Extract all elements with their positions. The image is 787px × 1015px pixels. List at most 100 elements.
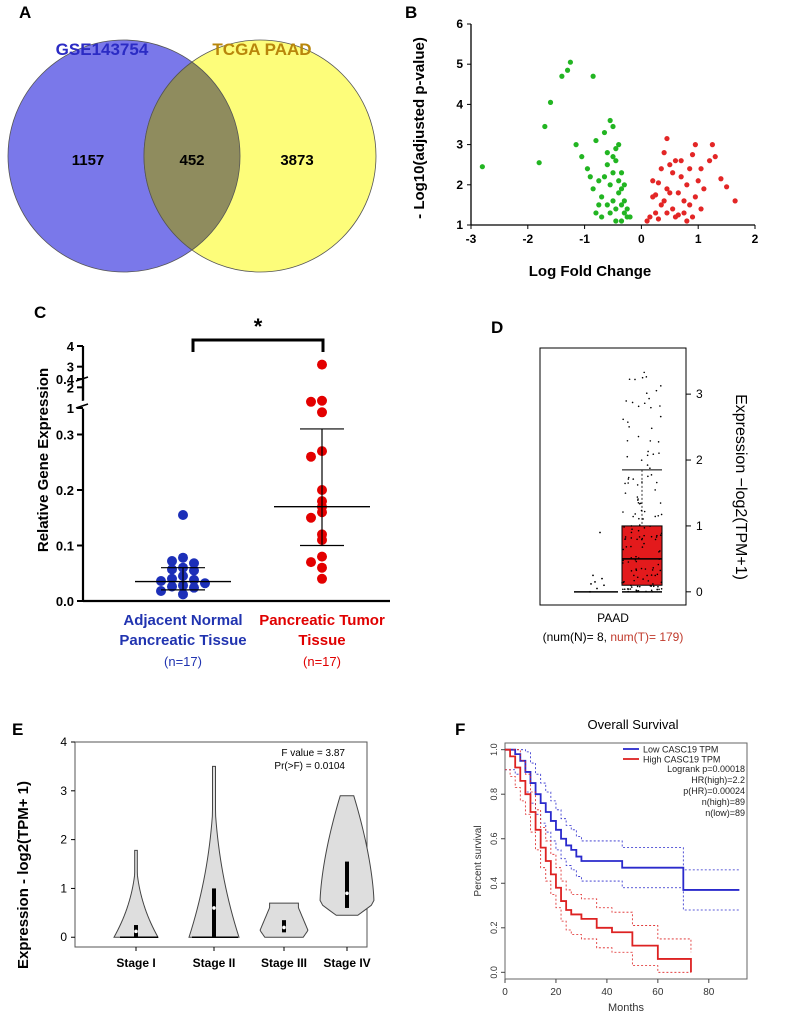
boxplot-tumor-point — [633, 574, 635, 577]
volcano-point-down — [613, 218, 619, 224]
boxplot-tumor-point — [626, 439, 629, 442]
dotplot-point — [306, 557, 316, 568]
volcano-point-up — [664, 186, 670, 192]
boxplot-tumor-point — [650, 535, 653, 538]
boxplot-tumor-point — [636, 538, 638, 541]
volcano-point-down — [616, 178, 622, 184]
volcano-point-up — [709, 142, 715, 148]
volcano-point-down — [601, 129, 608, 136]
survival-y-tick-label: 0.6 — [489, 832, 499, 845]
panel-letter-d: D — [491, 318, 503, 337]
volcano-panel: B -3 -2 -1 0 1 2 1 2 3 4 5 6 Log Fold Change - Log1… — [405, 3, 759, 280]
volcano-point-down — [616, 190, 622, 196]
dotplot-point — [167, 564, 177, 575]
boxplot-tumor-point — [635, 555, 637, 558]
boxplot-tumor-point — [626, 588, 629, 590]
volcano-point-up — [687, 166, 693, 172]
dotplot-category-label: Adjacent Normal — [123, 612, 242, 629]
volcano-point-down — [593, 210, 599, 216]
volcano-point-down — [604, 162, 610, 168]
boxplot-tumor-point — [641, 481, 643, 483]
boxplot-tumor-point — [636, 576, 639, 579]
dotplot-axes: 0.0 0.1 0.2 0.3 0.4 1 2 3 4 — [56, 339, 390, 609]
boxplot-tumor-point — [638, 585, 641, 588]
volcano-point-down — [621, 198, 627, 204]
boxplot-tumor-point — [654, 515, 657, 518]
violin-shape — [113, 849, 159, 938]
survival-y-label: Percent survival — [473, 825, 484, 896]
boxplot-tumor-point — [659, 385, 662, 387]
volcano-point-down — [559, 73, 565, 79]
violin-y-tick-label: 3 — [60, 784, 67, 798]
volcano-point-up — [681, 210, 687, 216]
survival-x-tick-label: 0 — [502, 987, 508, 998]
boxplot-tumor-point — [647, 450, 649, 453]
volcano-y-tick-label: 5 — [456, 57, 463, 71]
boxplot-tumor-point — [630, 525, 633, 527]
volcano-point-down — [547, 99, 554, 105]
dotplot-point — [167, 556, 177, 567]
boxplot-tumor-point — [646, 454, 649, 457]
boxplot-tumor-point — [650, 427, 653, 430]
dotplot-y-tick-label: 0.4 — [56, 372, 75, 387]
survival-ci-lower — [505, 769, 691, 973]
dotplot-y-tick-label: 0.3 — [56, 428, 74, 443]
boxplot-tumor-point — [625, 400, 627, 402]
volcano-point-down — [613, 146, 619, 152]
boxplot-tumor-point — [634, 559, 637, 561]
panel-letter-c: C — [34, 303, 46, 322]
dotplot-point — [317, 551, 327, 562]
boxplot-tumor-point — [639, 502, 642, 505]
dotplot-point — [178, 589, 188, 600]
volcano-x-tick-label: -1 — [579, 232, 590, 246]
boxplot-tumor-point — [630, 531, 633, 534]
boxplot-tumor-point — [641, 376, 644, 379]
volcano-point-down — [613, 158, 619, 164]
dotplot-y-tick-label: 4 — [67, 339, 75, 354]
volcano-point-up — [695, 178, 701, 184]
panel-letter-a: A — [19, 3, 31, 22]
venn-left-count: 1157 — [72, 152, 105, 169]
dotplot-point — [167, 581, 177, 592]
boxplot-tumor-point — [658, 452, 660, 454]
boxplot-tumor-point — [627, 478, 630, 480]
boxplot-tumor-point — [637, 501, 640, 504]
survival-stat: HR(high)=2.2 — [691, 775, 745, 785]
boxplot-n-normal: (num(N)= 8, — [543, 630, 607, 644]
dotplot-category-n: (n=17) — [303, 654, 341, 669]
significance-bracket — [191, 338, 325, 352]
dotplot-category-label: Tissue — [298, 632, 345, 649]
volcano-point-up — [698, 206, 704, 212]
dotplot-point — [189, 582, 199, 593]
boxplot-tumor-point — [643, 534, 645, 537]
boxplot-tumor-point — [634, 513, 637, 515]
dotplot-category-n: (n=17) — [164, 654, 202, 669]
volcano-point-down — [621, 182, 627, 188]
violin-shape — [188, 765, 240, 938]
volcano-y-tick-label: 6 — [456, 17, 463, 31]
dotplot-y-tick-label: 0.1 — [56, 539, 74, 554]
dotplot-point — [189, 565, 199, 576]
volcano-point-up — [672, 214, 679, 220]
dotplot-category-label: Pancreatic Tissue — [119, 632, 246, 649]
violin-category-label: Stage I — [116, 956, 155, 970]
volcano-point-down — [607, 117, 613, 124]
boxplot-tumor-point — [638, 536, 641, 538]
volcano-point-down — [599, 214, 605, 220]
survival-legend-label: Low CASC19 TPM — [643, 745, 718, 755]
volcano-point-up — [712, 154, 718, 160]
violin-median — [282, 925, 286, 930]
boxplot-tumor-point — [636, 484, 639, 486]
volcano-point-down — [618, 186, 625, 192]
volcano-point-up — [672, 158, 679, 164]
boxplot-tumor-point — [630, 545, 632, 548]
boxplot-tumor-point — [628, 426, 630, 428]
boxplot-y-tick-label: 0 — [696, 585, 703, 599]
volcano-point-down — [627, 214, 633, 220]
boxplot-tumor-point — [631, 528, 633, 530]
dotplot-category-label: Pancreatic Tumor — [259, 612, 385, 629]
boxplot-tumor-point — [637, 557, 640, 559]
venn-overlap-count: 452 — [179, 152, 204, 169]
boxplot-tumor-point — [656, 588, 659, 591]
